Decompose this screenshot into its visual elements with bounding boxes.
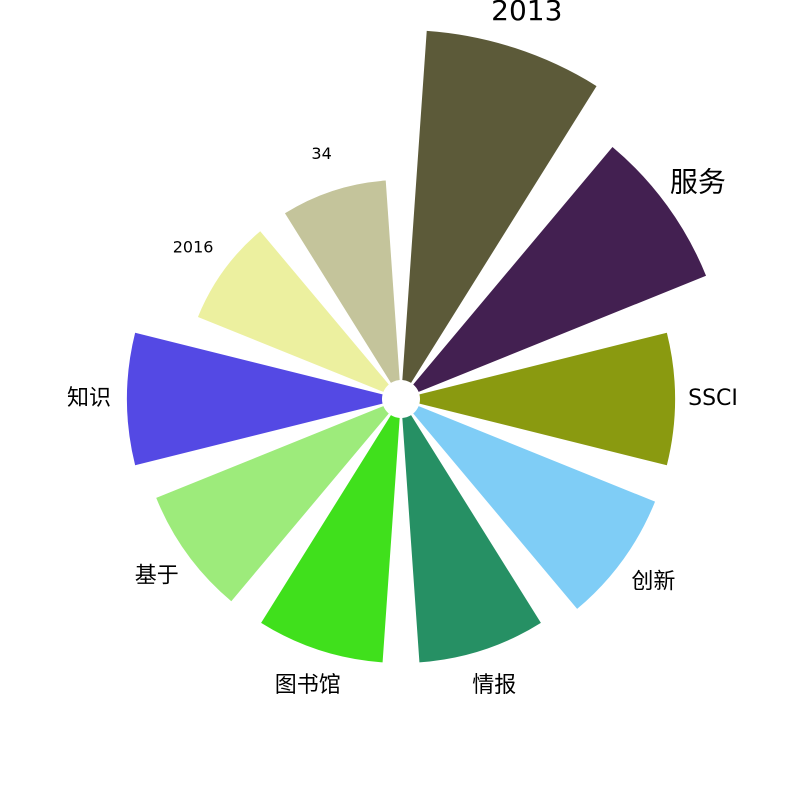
- bar-2: [419, 332, 675, 466]
- bar-4: [402, 415, 541, 663]
- bars-group: [127, 30, 707, 663]
- category-label-7: 知识: [67, 386, 111, 411]
- category-label-1: 服务: [670, 165, 726, 198]
- bar-8: [197, 231, 389, 392]
- category-label-0: 2013: [491, 0, 562, 27]
- category-label-8: 2016: [173, 237, 214, 256]
- bar-1: [413, 146, 707, 392]
- category-label-6: 基于: [135, 564, 179, 589]
- bar-6: [156, 406, 389, 602]
- category-label-3: 创新: [631, 569, 675, 594]
- bar-7: [127, 332, 383, 466]
- bar-3: [413, 406, 656, 609]
- category-label-5: 图书馆: [275, 673, 341, 698]
- category-label-9: 34: [311, 144, 331, 163]
- category-label-4: 情报: [472, 673, 516, 698]
- bar-9: [284, 180, 400, 383]
- category-label-2: SSCI: [688, 386, 738, 411]
- bar-5: [261, 415, 400, 663]
- bar-0: [402, 30, 597, 383]
